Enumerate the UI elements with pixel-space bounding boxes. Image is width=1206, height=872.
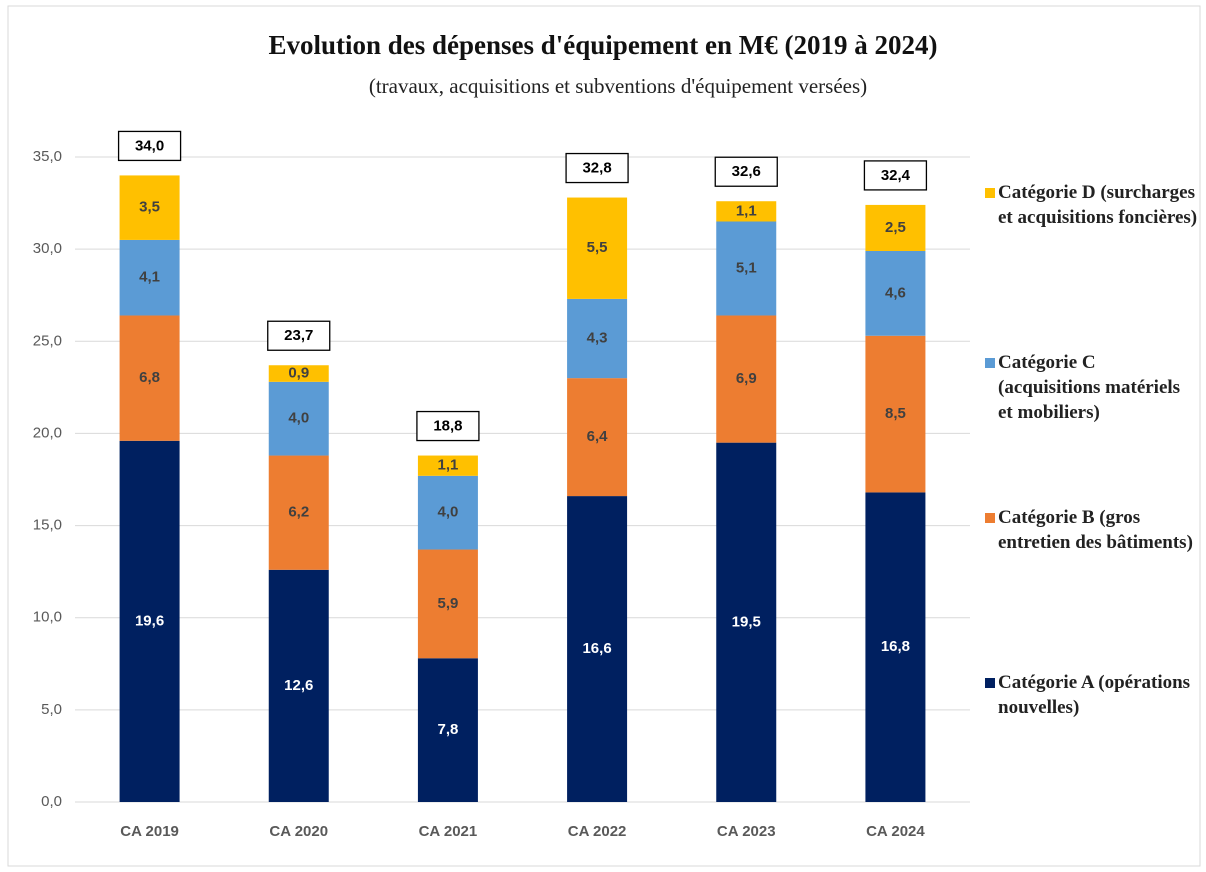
data-label: 1,1 (437, 457, 458, 474)
data-label: 19,5 (732, 613, 761, 630)
bar-segment (716, 221, 777, 316)
total-label: 18,8 (433, 418, 462, 435)
legend-entry: Catégorie B (gros entretien des bâtiment… (985, 505, 1198, 555)
bar-segment (716, 315, 777, 443)
bar-segment (567, 298, 628, 379)
bar-segment (716, 442, 777, 802)
legend-entry: Catégorie D (surcharges et acquisitions … (985, 180, 1198, 230)
y-tick-label: 15,0 (33, 517, 62, 534)
bar-segment (865, 250, 926, 336)
legend-swatch (985, 358, 995, 368)
total-label: 32,8 (582, 160, 611, 177)
data-label: 4,0 (288, 410, 309, 427)
data-label: 19,6 (135, 612, 164, 629)
bar-segment (567, 197, 628, 299)
y-tick-label: 25,0 (33, 332, 62, 349)
bar-segment (119, 315, 180, 441)
x-tick-label: CA 2022 (568, 823, 627, 840)
data-label: 5,1 (736, 259, 757, 276)
y-tick-label: 5,0 (41, 701, 62, 718)
x-tick-label: CA 2021 (419, 823, 478, 840)
bar-segment (567, 496, 628, 802)
bar-segment (268, 569, 329, 802)
x-tick-label: CA 2019 (120, 823, 179, 840)
bar-segment (119, 440, 180, 802)
x-tick-label: CA 2020 (269, 823, 328, 840)
bar-segment (119, 239, 180, 316)
data-label: 1,1 (736, 202, 757, 219)
legend-entry: Catégorie A (opérations nouvelles) (985, 670, 1198, 720)
data-label: 16,6 (582, 640, 611, 657)
legend-swatch (985, 188, 995, 198)
total-box (565, 152, 629, 184)
total-label: 32,6 (732, 163, 761, 180)
bar-segment (567, 378, 628, 497)
data-label: 0,9 (288, 365, 309, 382)
data-label: 6,9 (736, 370, 757, 387)
x-tick-label: CA 2023 (717, 823, 776, 840)
y-tick-label: 35,0 (33, 148, 62, 165)
data-label: 5,5 (587, 239, 608, 256)
total-box (117, 130, 182, 162)
data-label: 16,8 (881, 638, 910, 655)
total-box (714, 156, 778, 187)
bar-segment (268, 381, 329, 456)
total-label: 32,4 (881, 167, 911, 184)
legend-entry: Catégorie C (acquisitions matériels et m… (985, 350, 1198, 425)
y-tick-label: 20,0 (33, 424, 62, 441)
bar-segment (865, 492, 926, 802)
bar-segment (865, 204, 926, 251)
data-label: 4,6 (885, 284, 906, 301)
bar-segment (268, 455, 329, 570)
legend-label: Catégorie C (acquisitions matériels et m… (998, 352, 1181, 423)
data-label: 6,8 (139, 369, 160, 386)
data-label: 5,9 (437, 595, 458, 612)
y-tick-label: 30,0 (33, 240, 62, 257)
data-label: 6,4 (587, 428, 609, 445)
legend-swatch (985, 513, 995, 523)
data-label: 6,2 (288, 504, 309, 521)
total-box (416, 410, 480, 442)
bar-segment (417, 658, 478, 802)
data-label: 4,1 (139, 269, 160, 286)
legend-label: Catégorie D (surcharges et acquisitions … (998, 182, 1198, 228)
total-label: 23,7 (284, 327, 313, 344)
bar-segment (268, 365, 329, 382)
data-label: 2,5 (885, 219, 906, 236)
total-box (267, 320, 331, 351)
bar-segment (119, 175, 180, 240)
bar-segment (417, 475, 478, 550)
total-box (863, 160, 928, 191)
x-tick-label: CA 2024 (866, 823, 925, 840)
bar-segment (865, 335, 926, 493)
legend-label: Catégorie A (opérations nouvelles) (998, 672, 1191, 718)
y-tick-label: 0,0 (41, 793, 62, 810)
chart-title: Evolution des dépenses d'équipement en M… (268, 30, 937, 60)
total-label: 34,0 (135, 137, 164, 154)
chart-subtitle: (travaux, acquisitions et subventions d'… (369, 74, 867, 98)
bar-segment (417, 455, 478, 476)
y-tick-label: 10,0 (33, 609, 62, 626)
data-label: 4,3 (587, 329, 608, 346)
bar-segment (716, 201, 777, 222)
legend-label: Catégorie B (gros entretien des bâtiment… (998, 507, 1193, 553)
bar-segment (417, 549, 478, 659)
legend-swatch (985, 678, 995, 688)
data-label: 3,5 (139, 199, 160, 216)
data-label: 12,6 (284, 677, 313, 694)
data-label: 7,8 (437, 721, 458, 738)
data-label: 8,5 (885, 405, 906, 422)
data-label: 4,0 (437, 504, 458, 521)
